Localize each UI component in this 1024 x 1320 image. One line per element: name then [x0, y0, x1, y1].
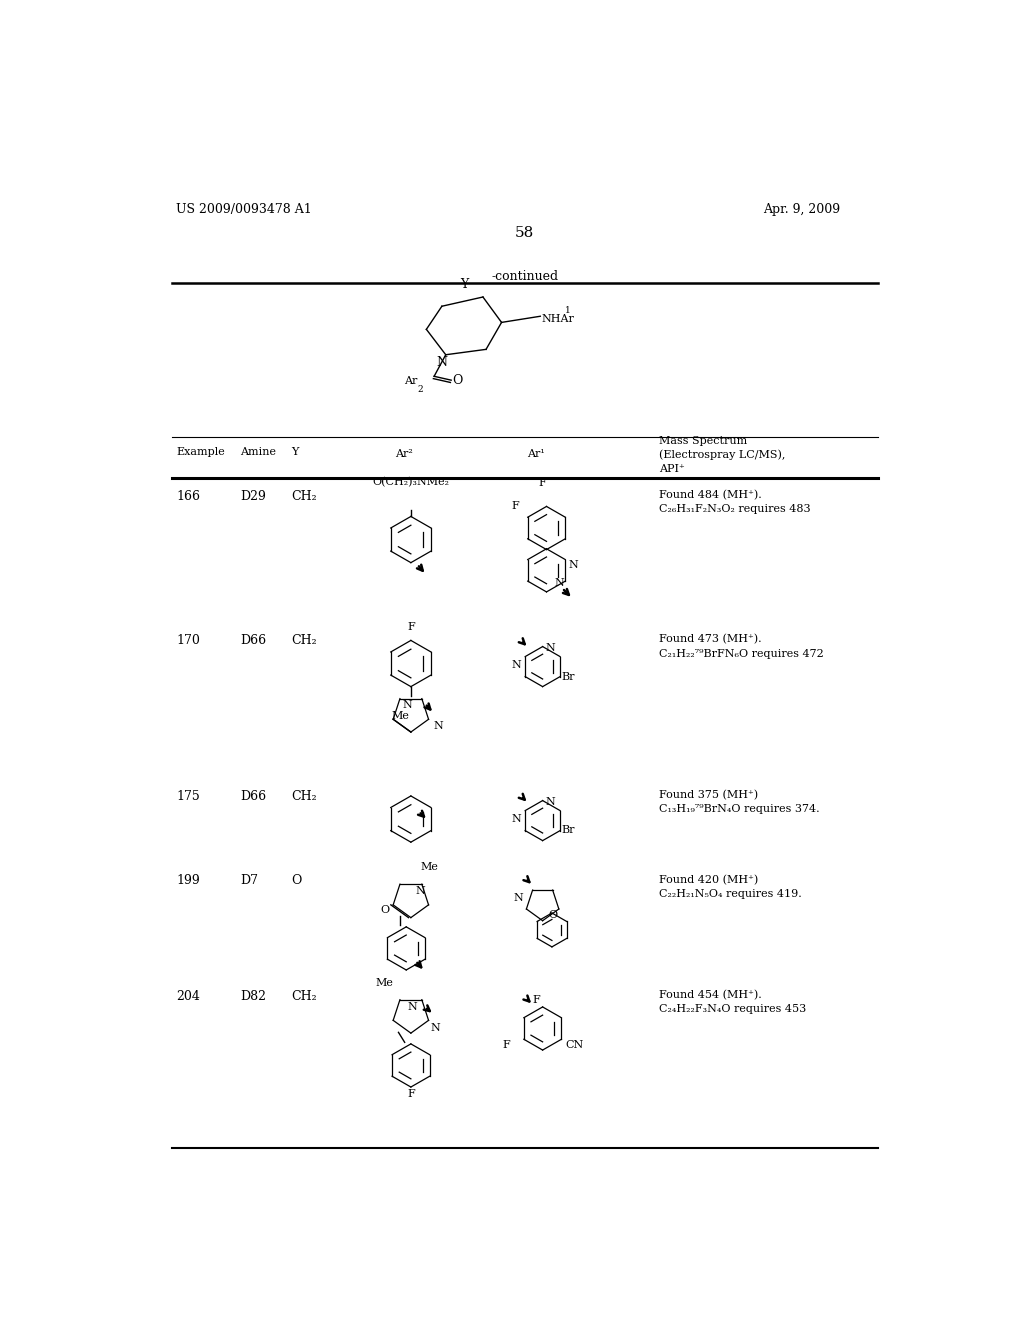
Text: CN: CN: [566, 1040, 584, 1051]
Text: Y: Y: [460, 277, 468, 290]
Text: Apr. 9, 2009: Apr. 9, 2009: [764, 203, 841, 216]
Text: N: N: [511, 814, 521, 824]
Text: Ar¹: Ar¹: [527, 449, 545, 458]
Text: D82: D82: [241, 990, 266, 1003]
Text: N: N: [513, 892, 523, 903]
Text: N: N: [546, 797, 555, 807]
Text: 166: 166: [176, 490, 200, 503]
Text: Me: Me: [391, 711, 410, 721]
Text: Ar: Ar: [403, 376, 417, 385]
Text: F: F: [407, 1089, 415, 1098]
Text: F: F: [539, 478, 547, 488]
Text: Found 484 (MH⁺).
C₂₆H₃₁F₂N₃O₂ requires 483: Found 484 (MH⁺). C₂₆H₃₁F₂N₃O₂ requires 4…: [658, 490, 811, 513]
Text: NHAr: NHAr: [542, 314, 574, 325]
Text: N: N: [511, 660, 521, 671]
Text: F: F: [407, 622, 415, 632]
Text: O: O: [380, 906, 389, 915]
Text: Found 473 (MH⁺).
C₂₁H₂₂⁷⁹BrFN₆O requires 472: Found 473 (MH⁺). C₂₁H₂₂⁷⁹BrFN₆O requires…: [658, 635, 823, 659]
Text: D66: D66: [241, 789, 266, 803]
Text: CH₂: CH₂: [291, 990, 316, 1003]
Text: N: N: [416, 887, 425, 896]
Text: Found 375 (MH⁺)
C₁₃H₁₉⁷⁹BrN₄O requires 374.: Found 375 (MH⁺) C₁₃H₁₉⁷⁹BrN₄O requires 3…: [658, 789, 819, 814]
Text: -continued: -continued: [492, 271, 558, 282]
Text: N: N: [430, 1023, 440, 1032]
Text: N: N: [568, 560, 578, 570]
Text: N: N: [433, 721, 443, 731]
Text: Br: Br: [561, 825, 574, 834]
Text: 199: 199: [176, 875, 200, 887]
Text: Ar²: Ar²: [395, 449, 414, 458]
Text: N: N: [436, 356, 447, 370]
Text: CH₂: CH₂: [291, 635, 316, 647]
Text: F: F: [532, 995, 541, 1006]
Text: O: O: [453, 374, 463, 387]
Text: O: O: [549, 909, 558, 920]
Text: N: N: [402, 700, 413, 710]
Text: 1: 1: [565, 306, 570, 315]
Text: N: N: [554, 578, 564, 589]
Text: Mass Spectrum
(Electrospray LC/MS),
API⁺: Mass Spectrum (Electrospray LC/MS), API⁺: [658, 436, 785, 474]
Text: Example: Example: [176, 447, 225, 457]
Text: O(CH₂)₃NMe₂: O(CH₂)₃NMe₂: [373, 477, 450, 487]
Text: D29: D29: [241, 490, 266, 503]
Text: 170: 170: [176, 635, 200, 647]
Text: N: N: [408, 1002, 417, 1012]
Text: Found 420 (MH⁺)
C₂₂H₂₁N₅O₄ requires 419.: Found 420 (MH⁺) C₂₂H₂₁N₅O₄ requires 419.: [658, 875, 802, 899]
Text: Me: Me: [376, 978, 394, 987]
Text: F: F: [503, 1040, 510, 1051]
Text: CH₂: CH₂: [291, 789, 316, 803]
Text: N: N: [546, 643, 555, 653]
Text: 2: 2: [417, 385, 423, 393]
Text: Me: Me: [420, 862, 438, 873]
Text: 175: 175: [176, 789, 200, 803]
Text: D7: D7: [241, 875, 258, 887]
Text: Amine: Amine: [241, 447, 276, 457]
Text: US 2009/0093478 A1: US 2009/0093478 A1: [176, 203, 311, 216]
Text: Br: Br: [561, 672, 574, 682]
Text: F: F: [512, 502, 519, 511]
Text: 204: 204: [176, 990, 200, 1003]
Text: D66: D66: [241, 635, 266, 647]
Text: 58: 58: [515, 226, 535, 240]
Text: Y: Y: [291, 447, 298, 457]
Text: Found 454 (MH⁺).
C₂₄H₂₂F₃N₄O requires 453: Found 454 (MH⁺). C₂₄H₂₂F₃N₄O requires 45…: [658, 990, 806, 1014]
Text: CH₂: CH₂: [291, 490, 316, 503]
Text: O: O: [291, 875, 301, 887]
